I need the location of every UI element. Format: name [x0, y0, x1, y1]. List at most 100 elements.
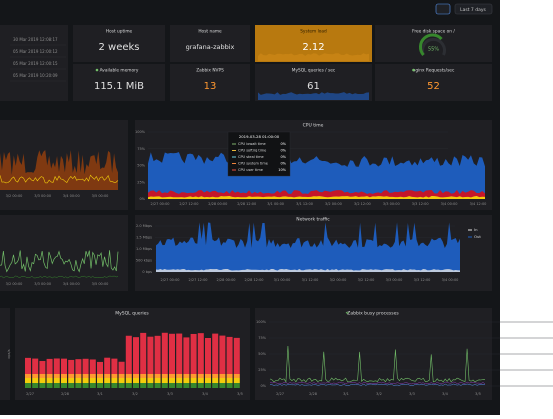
bar-segment — [118, 383, 125, 388]
bar-segment — [169, 383, 175, 388]
bar-segment — [104, 383, 111, 388]
stat-title: Host uptime — [106, 29, 133, 35]
panel — [170, 25, 250, 62]
bar-segment — [133, 383, 139, 388]
area — [0, 150, 118, 190]
event-item: 05 Mar 2019 12:00:15 — [13, 61, 58, 66]
bar-segment — [197, 333, 204, 374]
bar-segment — [147, 378, 154, 383]
bar-segment — [183, 374, 190, 378]
x-tick-label: 3/3 — [409, 392, 415, 396]
gauge-track — [421, 37, 446, 56]
bar-segment — [169, 374, 175, 378]
bar-segment — [161, 378, 168, 383]
time-picker[interactable] — [454, 3, 493, 15]
status-dot — [95, 68, 99, 72]
x-tick-label: 3/2 00:00 — [6, 282, 23, 286]
bar-segment — [118, 374, 125, 378]
x-tick-label: 3/4 00:00 — [442, 278, 459, 282]
tooltip-name: CPU steal time — [238, 155, 264, 159]
y-tick-label: 0 bps — [142, 270, 152, 274]
bar-segment — [140, 378, 147, 383]
bar-segment — [205, 374, 211, 378]
bar-segment — [39, 374, 46, 378]
x-tick-label: 2/28 12:00 — [237, 202, 256, 206]
bar-segment — [212, 333, 219, 374]
panel — [73, 64, 165, 101]
tooltip-name: CPU iowait time — [238, 142, 266, 146]
x-tick-label: 3/4 — [442, 392, 448, 396]
x-tick-label: 3/1 00:00 — [267, 202, 284, 206]
bar-segment — [89, 383, 96, 388]
tooltip-name: CPU system time — [238, 162, 268, 166]
bar-segment — [161, 383, 168, 388]
bar-segment — [125, 383, 132, 388]
bar-segment — [190, 378, 197, 383]
stat-value: 52 — [427, 81, 440, 92]
y-tick-label: 0% — [260, 384, 266, 388]
bar-segment — [53, 358, 60, 374]
bar-segment — [111, 374, 118, 378]
x-tick-label: 3/1 — [97, 392, 103, 396]
bar-segment — [32, 374, 39, 378]
bar-segment — [68, 359, 75, 374]
bar-segment — [25, 357, 31, 374]
panel — [0, 308, 10, 400]
bar-segment — [205, 337, 211, 374]
x-tick-label: 3/5 — [475, 392, 481, 396]
bar-segment — [39, 378, 46, 383]
bar-segment — [32, 383, 39, 388]
x-tick-label: 3/2 12:00 — [354, 202, 371, 206]
x-tick-label: 3/1 12:00 — [302, 278, 319, 282]
x-tick-label: 3/3 00:00 — [34, 282, 51, 286]
bar-segment — [205, 383, 211, 388]
bar-segment — [226, 336, 233, 374]
gauge-arc — [418, 33, 443, 56]
bar-segment — [183, 378, 190, 383]
bar-segment — [169, 333, 175, 374]
bar-segment — [118, 361, 125, 374]
bar-segment — [68, 383, 75, 388]
stat-value: 115.1 MiB — [94, 81, 144, 92]
stat-value: 2 weeks — [98, 42, 139, 53]
bar-segment — [75, 383, 82, 388]
y-tick-label: 50% — [258, 352, 266, 356]
bar-segment — [226, 383, 233, 388]
bar-segment — [125, 335, 132, 374]
bar-segment — [53, 374, 60, 378]
x-tick-label: 3/4 — [202, 392, 208, 396]
stat-value: 61 — [307, 81, 320, 92]
tooltip-time: 2019-03-28 01:00:00 — [239, 134, 280, 139]
x-tick-label: 3/2 — [132, 392, 138, 396]
y-tick-label: 500 kbps — [136, 259, 152, 263]
bar-segment — [154, 335, 161, 374]
panel — [375, 64, 492, 101]
bar-segment — [111, 378, 118, 383]
bar-segment — [125, 378, 132, 383]
bar-segment — [154, 383, 161, 388]
bar-segment — [61, 378, 67, 383]
bar-segment — [183, 337, 190, 374]
tooltip-value: 0% — [280, 142, 286, 146]
bar-segment — [212, 374, 219, 378]
panel — [0, 215, 128, 291]
legend-item: Out — [474, 234, 481, 239]
bar-segment — [32, 378, 39, 383]
bar-segment — [61, 383, 67, 388]
x-tick-label: 3/3 00:00 — [383, 202, 400, 206]
bar-segment — [53, 378, 60, 383]
tv-button[interactable] — [435, 3, 451, 15]
bar-segment — [219, 383, 226, 388]
x-tick-label: 3/5 00:00 — [92, 282, 109, 286]
panel — [375, 25, 492, 62]
bar-segment — [25, 383, 31, 388]
time-range[interactable]: Last 7 days — [460, 7, 486, 13]
bar-segment — [140, 374, 147, 378]
bar-segment — [104, 357, 111, 374]
bar-segment — [82, 374, 89, 378]
stat-title: nginx Requests/sec — [413, 68, 455, 74]
bar-segment — [197, 374, 204, 378]
x-tick-label: 2/27 00:00 — [160, 278, 179, 282]
status-dot — [412, 68, 415, 72]
bar-segment — [233, 383, 240, 388]
